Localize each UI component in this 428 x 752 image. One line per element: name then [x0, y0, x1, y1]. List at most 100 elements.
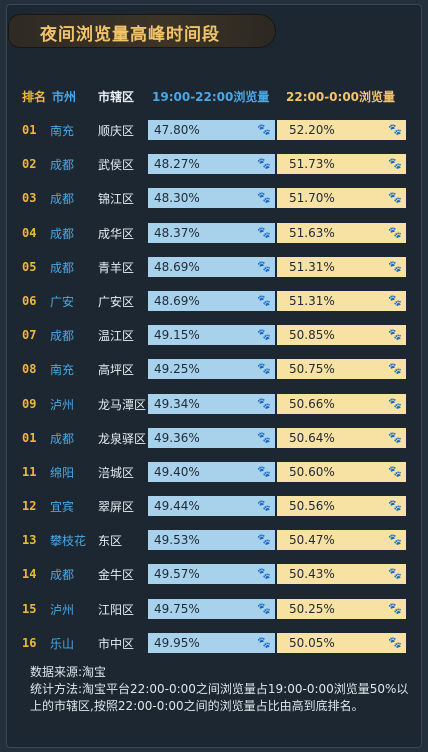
city-label: 成都 [50, 568, 75, 583]
late-bar: 51.63% 🐾 [277, 222, 406, 243]
paw-icon: 🐾 [257, 123, 271, 136]
paw-icon: 🐾 [388, 362, 402, 376]
district-label: 成华区 [98, 226, 135, 241]
district-label: 温江区 [98, 329, 135, 344]
paw-icon: 🐾 [388, 499, 402, 513]
paw-icon: 🐾 [388, 464, 402, 478]
rank-label: 05 [22, 259, 37, 274]
data-table: 01 南充 顺庆区 47.80% 🐾 52.20% 🐾 02 成都 武侯区 48.27% 🐾 51.73… [0, 114, 428, 661]
evening-value: 48.37% [154, 225, 200, 240]
paw-icon: 🐾 [388, 123, 402, 136]
evening-value: 47.80% [154, 123, 200, 137]
evening-value: 49.40% [154, 464, 200, 479]
table-row: 04 成都 成华区 48.37% 🐾 51.63% 🐾 [0, 217, 428, 251]
evening-value: 49.34% [154, 396, 200, 411]
rank-label: 11 [22, 464, 37, 479]
paw-icon: 🐾 [388, 191, 402, 205]
rank-label: 03 [22, 191, 37, 206]
header-city: 市州 [52, 90, 77, 104]
city-label: 成都 [50, 158, 75, 173]
evening-bar: 49.34% 🐾 [148, 393, 276, 414]
paw-icon: 🐾 [388, 430, 402, 444]
chart-title: 夜间浏览量高峰时间段 [40, 25, 220, 45]
rank-label: 15 [22, 601, 37, 616]
late-value: 50.60% [289, 464, 335, 479]
evening-bar: 48.27% 🐾 [148, 154, 276, 175]
rank-label: 04 [22, 225, 37, 240]
late-value: 50.56% [289, 499, 335, 514]
paw-icon: 🐾 [257, 567, 271, 581]
evening-bar: 49.57% 🐾 [148, 564, 276, 585]
rank-label: 16 [22, 635, 37, 650]
paw-icon: 🐾 [257, 499, 271, 513]
city-label: 成都 [50, 192, 75, 207]
district-label: 武侯区 [98, 158, 135, 173]
evening-bar: 48.69% 🐾 [148, 290, 276, 311]
district-label: 东区 [98, 534, 123, 549]
paw-icon: 🐾 [257, 533, 271, 547]
late-value: 50.66% [289, 396, 335, 411]
late-bar: 51.31% 🐾 [277, 256, 406, 277]
paw-icon: 🐾 [257, 157, 271, 171]
paw-icon: 🐾 [388, 601, 402, 615]
evening-bar: 49.25% 🐾 [148, 359, 276, 380]
late-value: 50.43% [289, 567, 335, 582]
evening-value: 48.27% [154, 157, 200, 172]
source-note: 数据来源:淘宝 [30, 665, 107, 679]
paw-icon: 🐾 [388, 533, 402, 547]
paw-icon: 🐾 [388, 328, 402, 342]
paw-icon: 🐾 [388, 225, 402, 239]
table-row: 16 乐山 市中区 49.95% 🐾 50.05% 🐾 [0, 627, 428, 661]
evening-bar: 49.36% 🐾 [148, 427, 276, 448]
evening-value: 48.30% [154, 191, 200, 206]
city-label: 宜宾 [50, 500, 75, 515]
table-row: 08 南充 高坪区 49.25% 🐾 50.75% 🐾 [0, 353, 428, 387]
header-rank: 排名 [22, 90, 47, 104]
city-label: 成都 [50, 226, 75, 241]
table-row: 03 成都 锦江区 48.30% 🐾 51.70% 🐾 [0, 182, 428, 216]
rank-label: 01 [22, 123, 37, 137]
district-label: 龙泉驿区 [98, 431, 147, 446]
evening-value: 49.15% [154, 328, 200, 343]
city-label: 泸州 [50, 397, 75, 412]
district-label: 顺庆区 [98, 124, 135, 138]
paw-icon: 🐾 [257, 601, 271, 615]
rank-label: 12 [22, 499, 37, 514]
evening-value: 49.75% [154, 601, 200, 616]
late-value: 50.75% [289, 362, 335, 377]
rank-label: 08 [22, 362, 37, 377]
late-bar: 50.85% 🐾 [277, 325, 406, 346]
city-label: 乐山 [50, 636, 75, 651]
footer: 数据来源:淘宝 统计方法:淘宝平台22:00-0:00之间浏览量占19:00-0… [30, 664, 414, 715]
district-label: 江阳区 [98, 602, 135, 617]
district-label: 龙马潭区 [98, 397, 147, 412]
city-label: 成都 [50, 329, 75, 344]
rank-label: 06 [22, 293, 37, 308]
table-row: 05 成都 青羊区 48.69% 🐾 51.31% 🐾 [0, 251, 428, 285]
late-bar: 50.75% 🐾 [277, 359, 406, 380]
table-row: 01 成都 龙泉驿区 49.36% 🐾 50.64% 🐾 [0, 422, 428, 456]
evening-bar: 48.69% 🐾 [148, 256, 276, 277]
district-label: 翠屏区 [98, 500, 135, 515]
late-bar: 51.73% 🐾 [277, 154, 406, 175]
late-value: 52.20% [289, 123, 335, 137]
late-bar: 50.05% 🐾 [277, 632, 406, 653]
evening-bar: 48.37% 🐾 [148, 222, 276, 243]
late-value: 50.05% [289, 635, 335, 650]
evening-value: 49.25% [154, 362, 200, 377]
city-label: 成都 [50, 260, 75, 275]
rank-label: 02 [22, 157, 37, 172]
paw-icon: 🐾 [388, 293, 402, 307]
evening-value: 49.57% [154, 567, 200, 582]
district-label: 高坪区 [98, 363, 135, 378]
late-bar: 50.56% 🐾 [277, 496, 406, 517]
evening-bar: 49.95% 🐾 [148, 632, 276, 653]
paw-icon: 🐾 [257, 362, 271, 376]
late-bar: 51.31% 🐾 [277, 290, 406, 311]
city-label: 南充 [50, 124, 75, 138]
paw-icon: 🐾 [257, 328, 271, 342]
evening-value: 49.36% [154, 430, 200, 445]
late-value: 50.47% [289, 533, 335, 548]
evening-value: 49.44% [154, 499, 200, 514]
rank-label: 13 [22, 533, 37, 548]
